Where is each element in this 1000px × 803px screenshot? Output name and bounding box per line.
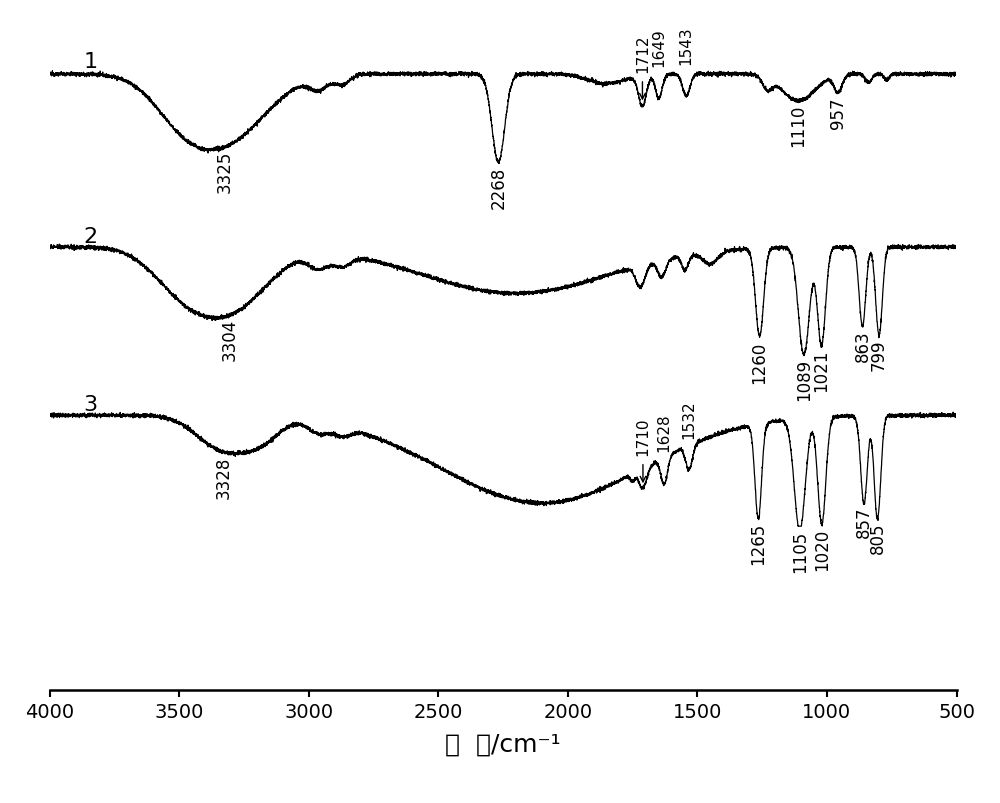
Text: 1649: 1649: [651, 28, 666, 67]
Text: 1021: 1021: [812, 349, 830, 392]
Text: 1110: 1110: [789, 104, 807, 146]
Text: 1020: 1020: [813, 528, 831, 570]
Text: 805: 805: [868, 522, 886, 553]
Text: 857: 857: [855, 506, 873, 537]
Text: 2268: 2268: [489, 167, 507, 209]
Text: 799: 799: [870, 339, 888, 370]
Text: 1105: 1105: [791, 530, 809, 572]
X-axis label: 波  数/cm⁻¹: 波 数/cm⁻¹: [445, 732, 561, 756]
Text: 1532: 1532: [682, 400, 697, 438]
Text: 1628: 1628: [657, 413, 672, 451]
Text: 3325: 3325: [215, 151, 233, 193]
Text: 1: 1: [83, 51, 97, 71]
Text: 1265: 1265: [749, 522, 767, 565]
Text: 3328: 3328: [215, 456, 233, 499]
Text: 1712: 1712: [635, 35, 650, 73]
Text: 863: 863: [853, 330, 871, 361]
Text: 1543: 1543: [679, 26, 694, 64]
Text: 1089: 1089: [795, 359, 813, 401]
Text: 3304: 3304: [221, 318, 239, 361]
Text: 3: 3: [83, 395, 97, 415]
Text: 1710: 1710: [635, 418, 650, 456]
Text: 957: 957: [829, 97, 847, 129]
Text: 2: 2: [83, 227, 97, 247]
Text: 1260: 1260: [751, 341, 769, 383]
